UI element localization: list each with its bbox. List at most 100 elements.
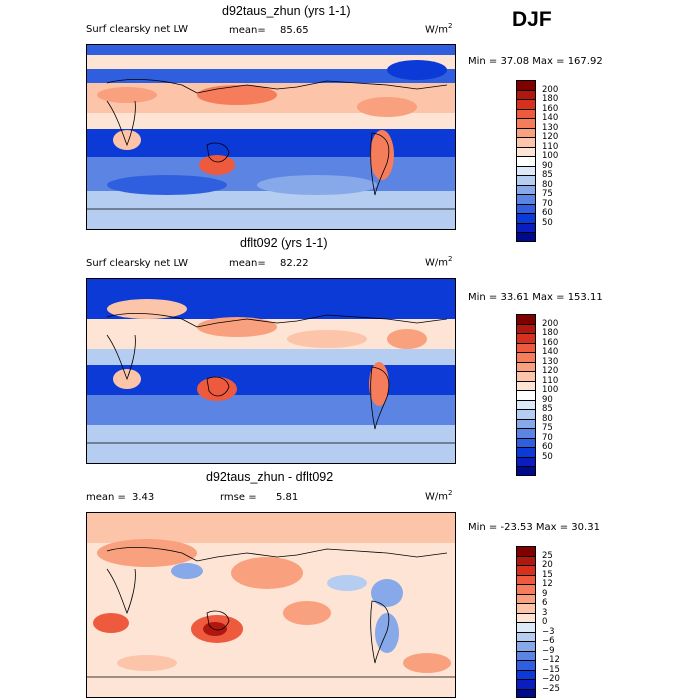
colorbar-cell [516, 137, 536, 147]
colorbar-tick-label: 100 [542, 385, 559, 395]
panel-3-rmse-label: rmse = [220, 492, 257, 503]
colorbar-cell [516, 203, 536, 213]
colorbar-cell [516, 118, 536, 128]
colorbar-cell [516, 437, 536, 447]
colorbar-tick-label: −3 [542, 626, 555, 637]
colorbar-cell [516, 555, 536, 565]
panel-2-title: dflt092 (yrs 1-1) [240, 236, 328, 250]
colorbar-tick-label: 80 [542, 179, 553, 190]
colorbar-tick-label: 90 [542, 394, 553, 405]
colorbar-tick-label: 160 [542, 337, 559, 348]
colorbar-tick-label: −9 [542, 645, 555, 656]
colorbar-tick-label: 130 [542, 356, 559, 367]
colorbar-cell [516, 574, 536, 584]
colorbar-cell [516, 222, 536, 232]
panel-3-units: W/m2 [425, 489, 453, 503]
colorbar-tick-label: −6 [542, 636, 555, 646]
colorbar-tick-label: 75 [542, 423, 553, 433]
colorbar-tick-label: −20 [542, 674, 560, 684]
panel-3-mean-label: mean = [86, 492, 126, 503]
colorbar-cell [516, 660, 536, 670]
colorbar-tick-label: 25 [542, 550, 553, 561]
panel-3-mean-value: 3.43 [132, 492, 155, 503]
colorbar-cell [516, 342, 536, 352]
colorbar-cell [516, 603, 536, 613]
colorbar-frame [516, 546, 536, 698]
colorbar-tick-label: 85 [542, 170, 553, 180]
colorbar-cell [516, 399, 536, 409]
colorbar-tick-label: 100 [542, 151, 559, 161]
colorbar-tick-label: 60 [542, 208, 553, 218]
colorbar-cell [516, 650, 536, 660]
colorbar-tick-label: 50 [542, 217, 553, 228]
colorbar-tick-label: 160 [542, 103, 559, 114]
panel-3-minmax: Min = -23.53 Max = 30.31 [468, 522, 600, 533]
colorbar-cell [516, 622, 536, 632]
colorbar-cell [516, 232, 536, 242]
colorbar-tick-label: 70 [542, 432, 553, 443]
panel-3-title: d92taus_zhun - dflt092 [206, 470, 334, 484]
colorbar-cell [516, 146, 536, 156]
panel-1-subtitle: Surf clearsky net LW [86, 24, 189, 35]
panel-1-map [86, 44, 456, 230]
colorbar-cell [516, 593, 536, 603]
panel-2-mean-value: 82.22 [280, 258, 309, 269]
colorbar-tick-label: 85 [542, 404, 553, 414]
colorbar-tick-label: −15 [542, 664, 560, 675]
colorbar-tick-label: 140 [542, 347, 559, 357]
colorbar-frame [516, 314, 536, 476]
colorbar-cell [516, 390, 536, 400]
colorbar-cell [516, 418, 536, 428]
panel-2-subtitle: Surf clearsky net LW [86, 258, 189, 269]
panel-1-units: W/m2 [425, 22, 453, 36]
colorbar-cell [516, 612, 536, 622]
colorbar-cell [516, 688, 536, 698]
colorbar-cell [516, 361, 536, 371]
colorbar-tick-label: 0 [542, 617, 548, 627]
panel-2-mean-label: mean= [229, 258, 266, 269]
colorbar-cell [516, 194, 536, 204]
colorbar-cell [516, 584, 536, 594]
colorbar-cell [516, 165, 536, 175]
colorbar-tick-label: 20 [542, 560, 553, 570]
colorbar-tick-label: 120 [542, 366, 559, 376]
colorbar-cell [516, 323, 536, 333]
colorbar-cell [516, 456, 536, 466]
colorbar-cell [516, 156, 536, 166]
colorbar-frame [516, 80, 536, 242]
colorbar-tick-label: 130 [542, 122, 559, 133]
colorbar-tick-label: 120 [542, 132, 559, 142]
colorbar-cell [516, 99, 536, 109]
colorbar-cell [516, 428, 536, 438]
colorbar-cell [516, 565, 536, 575]
colorbar-cell [516, 175, 536, 185]
colorbar-tick-label: 110 [542, 141, 559, 152]
colorbar-cell [516, 352, 536, 362]
colorbar-tick-label: 110 [542, 375, 559, 386]
colorbar-tick-label: −12 [542, 655, 560, 665]
panel-1-title: d92taus_zhun (yrs 1-1) [222, 4, 351, 18]
colorbar-tick-label: 200 [542, 84, 559, 95]
colorbar-cell [516, 184, 536, 194]
colorbar-tick-label: 180 [542, 328, 559, 338]
colorbar-cell [516, 409, 536, 419]
colorbar-cell [516, 631, 536, 641]
panel-2-minmax: Min = 33.61 Max = 153.11 [468, 292, 603, 303]
colorbar-tick-label: 15 [542, 569, 553, 580]
colorbar-tick-label: 180 [542, 94, 559, 104]
panel-1-minmax: Min = 37.08 Max = 167.92 [468, 56, 603, 67]
colorbar-cell [516, 371, 536, 381]
colorbar-tick-label: 6 [542, 598, 548, 608]
panel-2-units: W/m2 [425, 255, 453, 269]
colorbar-cell [516, 213, 536, 223]
colorbar-cell [516, 669, 536, 679]
panel-1-mean-value: 85.65 [280, 25, 309, 36]
colorbar-tick-label: 140 [542, 113, 559, 123]
colorbar-cell [516, 679, 536, 689]
colorbar-cell [516, 108, 536, 118]
colorbar-cell [516, 89, 536, 99]
panel-3-rmse-value: 5.81 [276, 492, 299, 503]
colorbar-tick-label: 75 [542, 189, 553, 199]
colorbar-tick-label: 50 [542, 451, 553, 462]
colorbar-cell [516, 127, 536, 137]
